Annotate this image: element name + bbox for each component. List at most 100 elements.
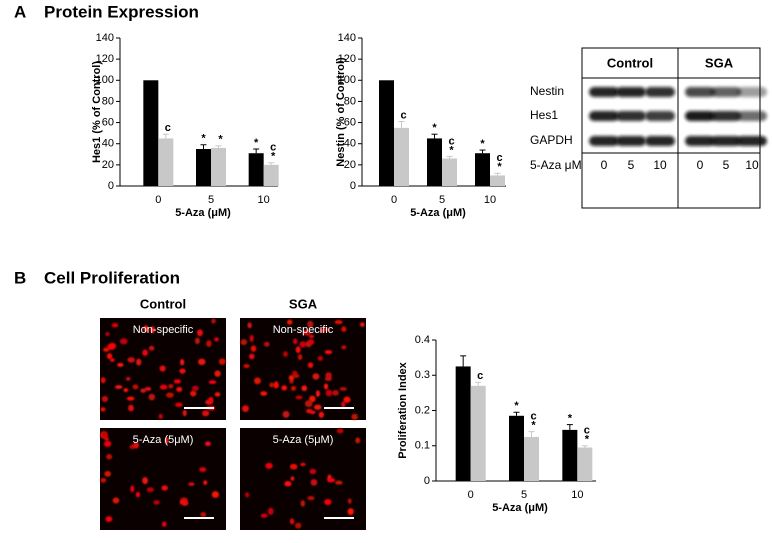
bar bbox=[263, 164, 279, 186]
cell-nucleus bbox=[304, 400, 313, 408]
cell-nucleus bbox=[211, 318, 216, 324]
significance-label: * bbox=[531, 420, 536, 432]
cell-nucleus bbox=[313, 404, 322, 410]
image-background bbox=[240, 428, 366, 530]
cell-nucleus bbox=[111, 323, 119, 328]
x-tick-label: 5 bbox=[439, 194, 445, 206]
x-tick-label: 5 bbox=[208, 194, 214, 206]
bar bbox=[248, 153, 264, 186]
error-bar bbox=[528, 431, 535, 437]
cell-nucleus bbox=[104, 470, 112, 477]
blot-band bbox=[645, 136, 675, 146]
significance-label: c bbox=[448, 135, 454, 147]
cell-nucleus bbox=[309, 334, 314, 339]
cell-nucleus bbox=[324, 499, 332, 506]
blot-dose: 5 bbox=[723, 158, 730, 172]
cell-nucleus bbox=[158, 413, 163, 419]
x-axis-label: 5-Aza (μM) bbox=[175, 207, 231, 219]
cell-nucleus bbox=[117, 362, 124, 367]
y-tick-label: 0 bbox=[424, 475, 430, 487]
cell-nucleus bbox=[136, 358, 142, 366]
cell-nucleus bbox=[247, 322, 252, 329]
significance-label: * bbox=[449, 144, 454, 156]
error-bar bbox=[431, 133, 438, 139]
cell-nucleus bbox=[260, 391, 268, 396]
error-bar bbox=[200, 144, 207, 149]
cell-nucleus bbox=[290, 476, 295, 481]
blot-band bbox=[645, 87, 675, 97]
panel-title: Cell Proliferation bbox=[44, 268, 180, 287]
image-label: 5-Aza (5μM) bbox=[133, 434, 194, 446]
cell-nucleus bbox=[325, 389, 333, 397]
cell-nucleus bbox=[176, 386, 183, 392]
y-tick-label: 0.4 bbox=[415, 334, 430, 346]
image-column-title: SGA bbox=[289, 296, 318, 311]
blot-dose: 10 bbox=[653, 158, 667, 172]
cell-nucleus bbox=[292, 373, 300, 378]
cell-nucleus bbox=[309, 468, 317, 475]
x-tick-label: 0 bbox=[468, 489, 474, 501]
cell-nucleus bbox=[297, 354, 303, 361]
cell-nucleus bbox=[248, 353, 255, 360]
cell-nucleus bbox=[114, 385, 123, 389]
blot-band bbox=[711, 87, 741, 97]
cell-nucleus bbox=[249, 334, 254, 342]
blot-band bbox=[616, 111, 646, 121]
cell-nucleus bbox=[300, 462, 306, 467]
cell-nucleus bbox=[339, 387, 347, 391]
significance-label: c bbox=[530, 411, 536, 423]
cell-nucleus bbox=[360, 322, 365, 327]
error-bar bbox=[581, 445, 588, 448]
cell-nucleus bbox=[103, 440, 112, 448]
cell-nucleus bbox=[208, 396, 214, 403]
blot-row-label: GAPDH bbox=[530, 133, 573, 147]
image-label: 5-Aza (5μM) bbox=[273, 434, 334, 446]
cell-nucleus bbox=[142, 477, 148, 485]
significance-label: c bbox=[496, 152, 502, 164]
cell-nucleus bbox=[164, 437, 169, 444]
cell-nucleus bbox=[294, 522, 302, 529]
cell-nucleus bbox=[159, 365, 166, 372]
blot-group-label: SGA bbox=[705, 55, 734, 70]
cell-nucleus bbox=[108, 342, 117, 350]
cell-nucleus bbox=[182, 409, 187, 417]
blot-band bbox=[737, 87, 767, 97]
blot-band bbox=[589, 111, 619, 121]
cell-nucleus bbox=[351, 413, 358, 420]
cell-nucleus bbox=[309, 395, 316, 403]
cell-nucleus bbox=[324, 327, 330, 332]
cell-nucleus bbox=[243, 364, 250, 369]
bar bbox=[143, 80, 159, 186]
y-tick-label: 100 bbox=[338, 74, 356, 86]
x-tick-label: 0 bbox=[155, 194, 161, 206]
bar bbox=[509, 415, 524, 481]
y-tick-label: 0 bbox=[350, 180, 356, 192]
bar bbox=[470, 385, 486, 481]
cell-nucleus bbox=[214, 392, 221, 397]
cell-nucleus bbox=[273, 381, 279, 389]
cell-nucleus bbox=[347, 498, 352, 504]
bar bbox=[475, 153, 490, 186]
bar bbox=[524, 436, 539, 481]
significance-label: c bbox=[165, 122, 171, 134]
cell-nucleus bbox=[135, 491, 141, 498]
image-label: Non-specific bbox=[133, 324, 194, 336]
cell-nucleus bbox=[143, 325, 149, 332]
panel-title: Protein Expression bbox=[44, 2, 199, 21]
cell-nucleus bbox=[175, 402, 183, 407]
bar bbox=[379, 80, 394, 186]
cell-nucleus bbox=[281, 385, 288, 391]
significance-label: * bbox=[432, 122, 437, 134]
cell-nucleus bbox=[161, 521, 167, 527]
image-label: Non-specific bbox=[273, 324, 334, 336]
cell-nucleus bbox=[318, 411, 324, 418]
cell-nucleus bbox=[198, 358, 206, 366]
cell-nucleus bbox=[112, 497, 120, 504]
cell-nucleus bbox=[105, 516, 113, 523]
panel-letter: B bbox=[14, 268, 26, 287]
cell-nucleus bbox=[214, 337, 219, 342]
cell-nucleus bbox=[335, 480, 343, 485]
error-bar bbox=[162, 133, 169, 139]
cell-nucleus bbox=[307, 495, 315, 501]
significance-label: * bbox=[585, 434, 590, 446]
